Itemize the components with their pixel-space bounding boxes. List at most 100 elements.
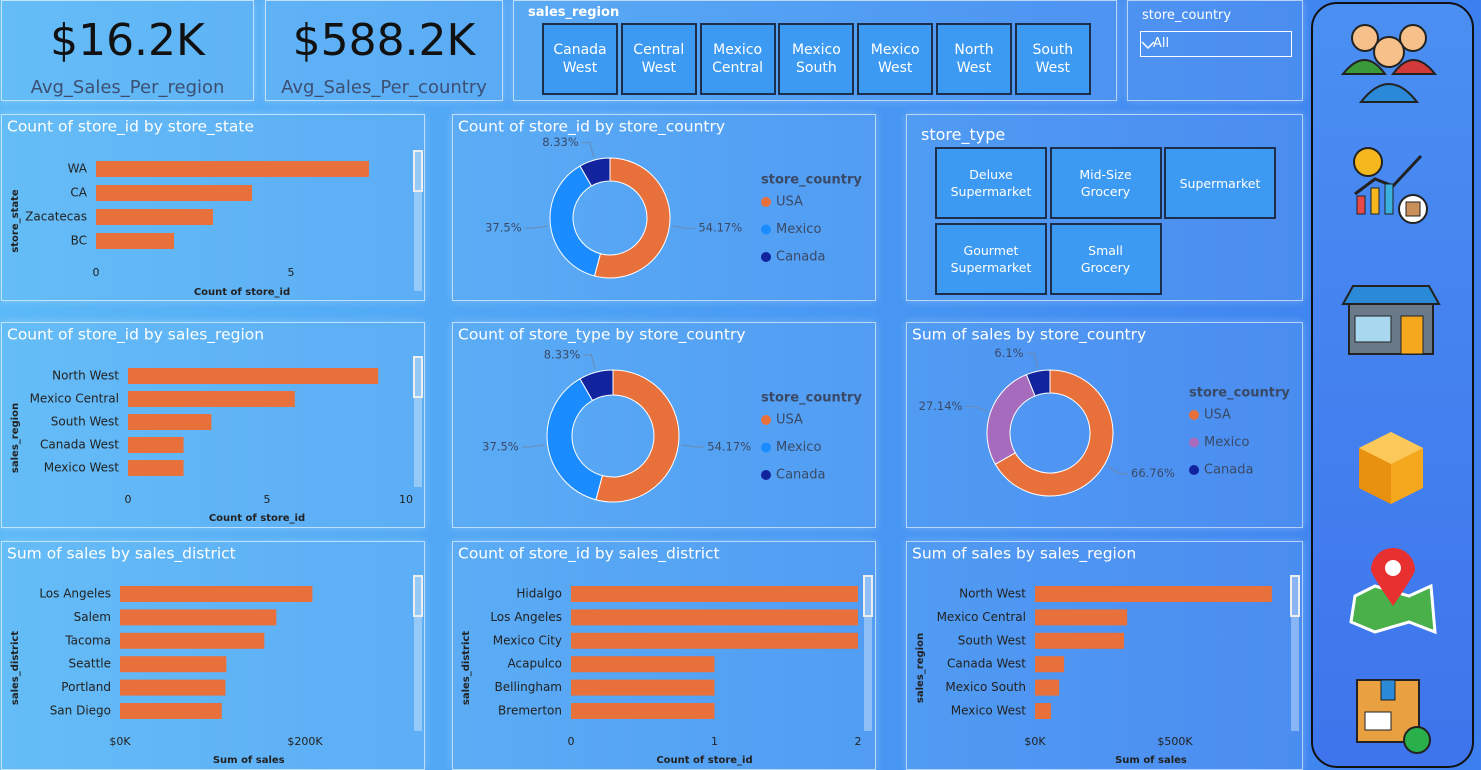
bar (571, 679, 715, 696)
legend-label: Canada (776, 250, 825, 265)
y-tick-label: Salem (74, 610, 111, 624)
slicer-title: store_country (1142, 8, 1232, 23)
chart-panel: Count of store_id by sales_region 0 5 10 Nor… (1, 322, 425, 528)
slicer-button[interactable]: Supermarket (1164, 147, 1276, 219)
sales-icon[interactable] (1353, 147, 1428, 224)
data-label: 8.33% (544, 347, 581, 361)
map-icon[interactable] (1349, 548, 1437, 635)
scrollbar[interactable] (414, 151, 422, 291)
chart-title: Count of store_id by store_country (458, 118, 725, 137)
y-axis-title: sales_district (10, 631, 21, 705)
nav-icons (1340, 24, 1441, 754)
chart: Count of store_id by sales_region 0 5 10 Nor… (7, 326, 423, 524)
people-icon[interactable] (1340, 24, 1438, 103)
slicer-title: store_type (921, 125, 1006, 144)
slicer-button[interactable]: Mexico West (857, 23, 934, 95)
scroll-thumb[interactable] (1290, 575, 1300, 617)
product-icon[interactable] (1359, 432, 1423, 504)
chart-panel: Count of store_id by store_country 54.17%… (452, 114, 876, 301)
leader-line (1026, 352, 1038, 369)
y-tick-label: South West (958, 633, 1026, 647)
legend-swatch (761, 252, 771, 262)
legend-label: Canada (776, 468, 825, 483)
slicer-button[interactable]: Canada West (542, 23, 618, 95)
donut-slice (579, 369, 614, 402)
y-axis-title: sales_region (10, 403, 21, 473)
slicer-button[interactable]: Small Grocery (1049, 223, 1162, 295)
legend-label: Mexico (1204, 435, 1249, 450)
y-tick-label: Acapulco (508, 657, 562, 671)
bar (96, 161, 369, 177)
legend-label: Canada (1204, 463, 1253, 478)
bar (128, 368, 379, 384)
y-tick-label: Mexico Central (937, 610, 1026, 624)
x-tick-label: $200K (287, 735, 323, 748)
slicer-button[interactable]: Gourmet Supermarket (935, 223, 1047, 295)
legend-swatch (761, 470, 771, 480)
leader-line (1106, 465, 1129, 475)
legend-label: Mexico (776, 440, 821, 455)
donut-slice (1025, 369, 1051, 397)
kpi-label: Avg_Sales_Per_region (30, 77, 225, 98)
x-axis-title: Count of store_id (194, 287, 290, 298)
slicer-button[interactable]: Central West (620, 23, 697, 95)
y-tick-label: Tacoma (64, 633, 111, 647)
y-tick-label: Mexico West (44, 461, 120, 475)
slicer-button[interactable]: Mexico South (778, 23, 855, 95)
bar (128, 414, 212, 430)
dropdown[interactable]: All (1140, 31, 1292, 57)
chart-title: Count of store_id by sales_region (7, 326, 264, 345)
scroll-thumb[interactable] (413, 356, 423, 398)
scrollbar[interactable] (414, 357, 422, 487)
y-tick-label: Canada West (40, 438, 119, 452)
bar (96, 209, 213, 225)
scroll-thumb[interactable] (413, 150, 423, 192)
bar (571, 656, 715, 673)
bar (128, 437, 184, 453)
order-icon[interactable] (1356, 679, 1431, 754)
x-axis-title: Count of store_id (209, 513, 305, 524)
legend-swatch (761, 197, 771, 207)
y-tick-label: BC (71, 234, 87, 248)
scroll-thumb[interactable] (863, 575, 873, 617)
leader-line (581, 142, 595, 158)
slicer-button[interactable]: Mid-Size Grocery (1049, 147, 1162, 219)
y-tick-label: Canada West (947, 657, 1026, 671)
donut-slice (986, 373, 1036, 465)
scrollbar[interactable] (864, 576, 872, 731)
slicer-button[interactable]: North West (936, 23, 1012, 95)
slicer-button[interactable]: Deluxe Supermarket (935, 147, 1047, 219)
leader-line (672, 225, 696, 229)
bar (128, 391, 295, 407)
x-axis-title: Sum of sales (1115, 755, 1187, 766)
x-tick-label: 0 (93, 266, 100, 279)
bar (1035, 656, 1065, 673)
y-tick-label: WA (68, 162, 88, 176)
y-axis-title: store_state (10, 189, 21, 253)
chart-title: Sum of sales by sales_district (7, 545, 236, 564)
x-tick-label: 10 (399, 493, 413, 506)
x-tick-label: 5 (288, 266, 295, 279)
scrollbar[interactable] (1291, 576, 1299, 731)
chart: Sum of sales by store_country 66.76% 27.14… (912, 326, 1290, 497)
scroll-thumb[interactable] (413, 575, 423, 617)
x-axis-title: Count of store_id (656, 755, 752, 766)
legend-swatch (761, 415, 771, 425)
kpi-card: $588.2K Avg_Sales_Per_country (265, 0, 503, 101)
slicer-button[interactable]: Mexico Central (699, 23, 776, 95)
x-tick-label: 0 (125, 493, 132, 506)
chart-title: Count of store_id by sales_district (458, 545, 720, 564)
slicer-button[interactable]: South West (1014, 23, 1091, 95)
scrollbar[interactable] (414, 576, 422, 731)
kpi-card: $16.2K Avg_Sales_Per_region (1, 0, 254, 101)
legend-title: store_country (1189, 386, 1290, 401)
leader-line (965, 405, 988, 412)
legend-label: Mexico (776, 222, 821, 237)
chart: Count of store_id by store_country 54.17%… (458, 118, 862, 279)
data-label: 66.76% (1131, 466, 1175, 480)
chart-panel: Count of store_id by store_state 0 5 WA CA Za… (1, 114, 425, 301)
bar (1035, 609, 1128, 626)
store-icon[interactable] (1341, 285, 1441, 355)
kpi-value: $16.2K (50, 15, 205, 66)
leader-line (681, 444, 705, 448)
